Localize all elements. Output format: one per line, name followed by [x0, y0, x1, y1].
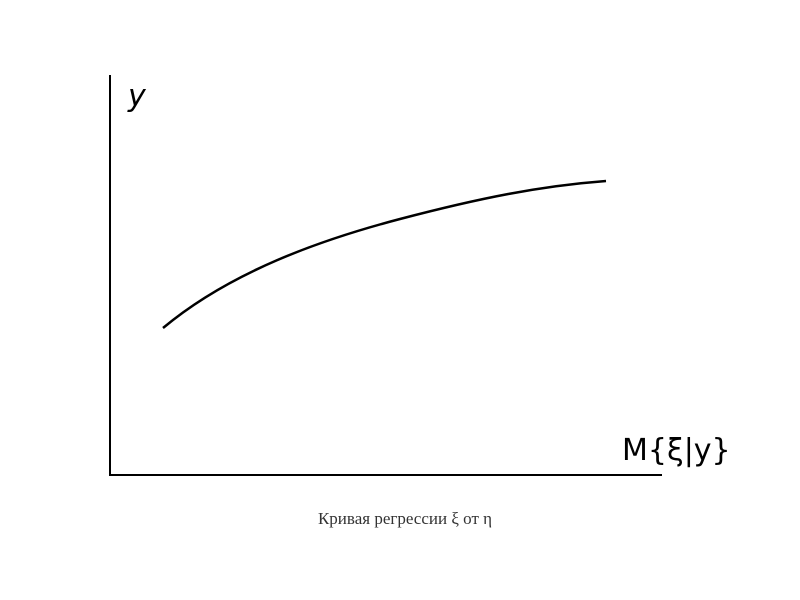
y-axis-label: y	[127, 79, 147, 114]
caption: Кривая регрессии ξ от η	[318, 509, 492, 528]
x-axis-label: M{ξ|y}	[622, 433, 731, 468]
regression-curve	[162, 179, 607, 329]
